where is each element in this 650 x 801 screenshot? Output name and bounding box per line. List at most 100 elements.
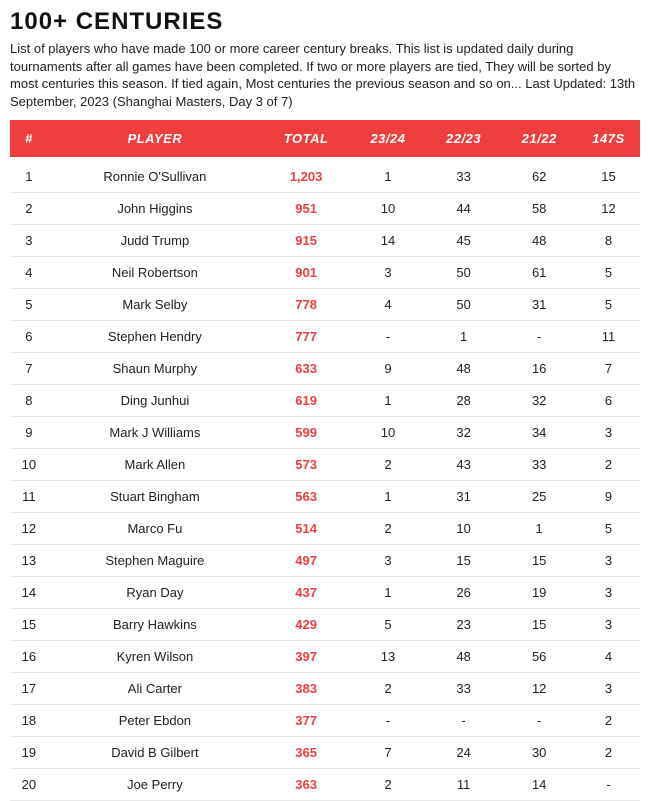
cell-total: 397 — [262, 641, 350, 673]
cell-player: Stephen Hendry — [48, 321, 262, 353]
cell-total: 377 — [262, 705, 350, 737]
cell-player: John Higgins — [48, 193, 262, 225]
cell-rank: 6 — [10, 321, 48, 353]
cell-147s: 3 — [577, 673, 640, 705]
col-header-147s[interactable]: 147s — [577, 120, 640, 157]
cell-player: Barry Hawkins — [48, 609, 262, 641]
cell-player: Neil Robertson — [48, 257, 262, 289]
col-header-player[interactable]: Player — [48, 120, 262, 157]
cell-147s: 5 — [577, 257, 640, 289]
cell-2122: 61 — [501, 257, 577, 289]
cell-2122: 15 — [501, 545, 577, 577]
cell-2122: 62 — [501, 157, 577, 193]
cell-2223: 50 — [426, 257, 502, 289]
col-header-2324[interactable]: 23/24 — [350, 120, 426, 157]
cell-total: 437 — [262, 577, 350, 609]
cell-2122: 31 — [501, 289, 577, 321]
table-row: 7Shaun Murphy633948167 — [10, 353, 640, 385]
cell-player: Judd Trump — [48, 225, 262, 257]
cell-rank: 5 — [10, 289, 48, 321]
cell-2324: - — [350, 321, 426, 353]
table-row: 12Marco Fu51421015 — [10, 513, 640, 545]
cell-rank: 1 — [10, 157, 48, 193]
table-body: 1Ronnie O'Sullivan1,20313362152John Higg… — [10, 157, 640, 801]
centuries-table: # Player Total 23/24 22/23 21/22 147s 1R… — [10, 120, 640, 801]
col-header-2223[interactable]: 22/23 — [426, 120, 502, 157]
cell-2223: 50 — [426, 289, 502, 321]
col-header-total[interactable]: Total — [262, 120, 350, 157]
cell-2324: 1 — [350, 481, 426, 513]
cell-total: 901 — [262, 257, 350, 289]
table-row: 10Mark Allen573243332 — [10, 449, 640, 481]
col-header-rank[interactable]: # — [10, 120, 48, 157]
cell-2324: 3 — [350, 257, 426, 289]
cell-player: Kyren Wilson — [48, 641, 262, 673]
cell-player: Stephen Maguire — [48, 545, 262, 577]
cell-147s: 3 — [577, 577, 640, 609]
cell-rank: 11 — [10, 481, 48, 513]
cell-2324: - — [350, 705, 426, 737]
cell-2324: 1 — [350, 577, 426, 609]
cell-player: Peter Ebdon — [48, 705, 262, 737]
cell-2223: 45 — [426, 225, 502, 257]
cell-2223: 43 — [426, 449, 502, 481]
cell-2122: 16 — [501, 353, 577, 385]
cell-rank: 8 — [10, 385, 48, 417]
cell-147s: 15 — [577, 157, 640, 193]
table-row: 13Stephen Maguire497315153 — [10, 545, 640, 577]
cell-player: Joe Perry — [48, 769, 262, 801]
cell-total: 363 — [262, 769, 350, 801]
cell-147s: 5 — [577, 513, 640, 545]
cell-2223: 33 — [426, 673, 502, 705]
cell-2223: 11 — [426, 769, 502, 801]
cell-2223: 24 — [426, 737, 502, 769]
cell-2122: 33 — [501, 449, 577, 481]
cell-147s: 5 — [577, 289, 640, 321]
cell-rank: 4 — [10, 257, 48, 289]
cell-rank: 9 — [10, 417, 48, 449]
cell-rank: 10 — [10, 449, 48, 481]
cell-player: Ding Junhui — [48, 385, 262, 417]
cell-2122: 12 — [501, 673, 577, 705]
cell-rank: 19 — [10, 737, 48, 769]
cell-147s: 8 — [577, 225, 640, 257]
cell-rank: 20 — [10, 769, 48, 801]
cell-player: Mark Allen — [48, 449, 262, 481]
cell-2324: 2 — [350, 449, 426, 481]
cell-2223: 1 — [426, 321, 502, 353]
table-row: 20Joe Perry36321114- — [10, 769, 640, 801]
cell-rank: 18 — [10, 705, 48, 737]
col-header-2122[interactable]: 21/22 — [501, 120, 577, 157]
cell-total: 619 — [262, 385, 350, 417]
cell-rank: 13 — [10, 545, 48, 577]
cell-2223: 15 — [426, 545, 502, 577]
cell-2122: 56 — [501, 641, 577, 673]
table-header-row: # Player Total 23/24 22/23 21/22 147s — [10, 120, 640, 157]
cell-total: 633 — [262, 353, 350, 385]
cell-total: 951 — [262, 193, 350, 225]
cell-total: 365 — [262, 737, 350, 769]
table-row: 11Stuart Bingham563131259 — [10, 481, 640, 513]
cell-2223: 10 — [426, 513, 502, 545]
cell-2223: 28 — [426, 385, 502, 417]
table-row: 15Barry Hawkins429523153 — [10, 609, 640, 641]
table-row: 18Peter Ebdon377---2 — [10, 705, 640, 737]
cell-2324: 2 — [350, 769, 426, 801]
cell-2324: 3 — [350, 545, 426, 577]
cell-player: Ali Carter — [48, 673, 262, 705]
table-row: 8Ding Junhui619128326 — [10, 385, 640, 417]
cell-player: Mark J Williams — [48, 417, 262, 449]
cell-2122: 25 — [501, 481, 577, 513]
table-row: 19David B Gilbert365724302 — [10, 737, 640, 769]
cell-147s: 2 — [577, 737, 640, 769]
cell-total: 778 — [262, 289, 350, 321]
table-row: 1Ronnie O'Sullivan1,2031336215 — [10, 157, 640, 193]
cell-player: Stuart Bingham — [48, 481, 262, 513]
cell-147s: 11 — [577, 321, 640, 353]
cell-2223: 23 — [426, 609, 502, 641]
cell-player: Ronnie O'Sullivan — [48, 157, 262, 193]
cell-rank: 2 — [10, 193, 48, 225]
cell-2122: - — [501, 321, 577, 353]
cell-rank: 7 — [10, 353, 48, 385]
cell-2122: 1 — [501, 513, 577, 545]
